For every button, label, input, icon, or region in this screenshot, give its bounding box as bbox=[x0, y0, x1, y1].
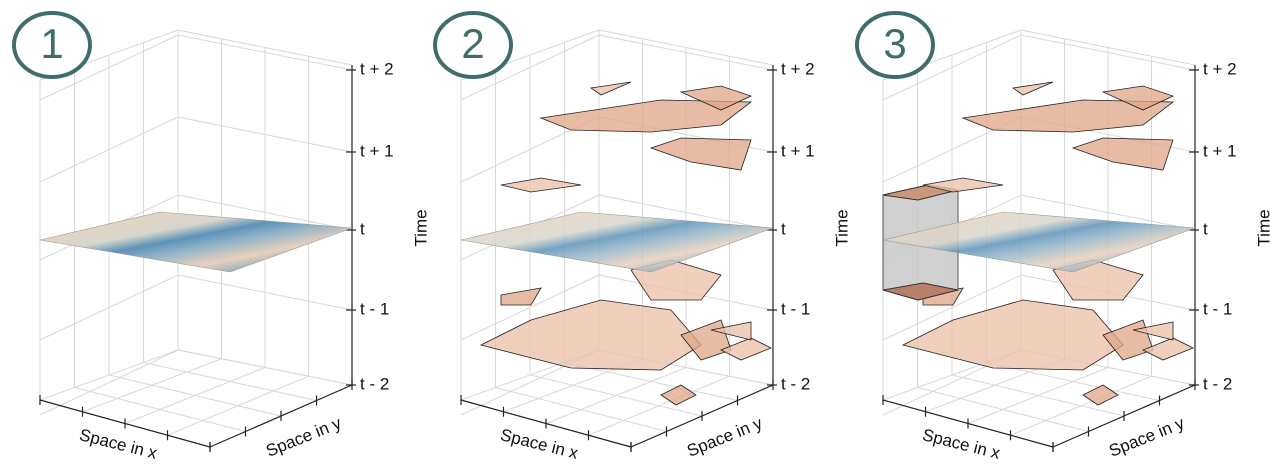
z-axis-label: Time bbox=[1254, 209, 1270, 246]
x-axis-label: Space in x bbox=[77, 425, 159, 463]
time-tick-label: t - 1 bbox=[360, 299, 389, 318]
z-axis-label: Time bbox=[832, 209, 851, 246]
time-tick-label: t - 1 bbox=[781, 299, 810, 318]
time-tick-label: t bbox=[360, 219, 365, 238]
y-axis-label: Space in y bbox=[263, 413, 344, 461]
time-tick-label: t bbox=[1203, 219, 1208, 238]
panel: t + 2 t + 1 t t - 1 t - 2 Space in x Space in … bbox=[435, 13, 851, 463]
time-tick-label: t - 2 bbox=[1203, 374, 1232, 393]
polygon bbox=[501, 178, 581, 192]
y-axis-label: Space in y bbox=[1106, 413, 1187, 461]
panel-number: 3 bbox=[883, 20, 906, 67]
polygon bbox=[1013, 82, 1053, 95]
time-tick-label: t + 2 bbox=[1203, 59, 1237, 78]
time-tick-label: t bbox=[781, 219, 786, 238]
polygon bbox=[1103, 320, 1153, 360]
x-axis-label: Space in x bbox=[498, 425, 580, 463]
figure: t + 2 t + 1 t t - 1 t - 2 Space in x Space in … bbox=[0, 0, 1270, 472]
panel-number: 1 bbox=[40, 20, 63, 67]
panel: t + 2 t + 1 t t - 1 t - 2 Space in x Space in … bbox=[14, 13, 430, 463]
polygon bbox=[481, 300, 701, 370]
floor-grid bbox=[144, 363, 317, 401]
polygon bbox=[903, 300, 1123, 370]
floor-grid bbox=[168, 376, 309, 435]
time-tick-label: t + 2 bbox=[360, 59, 394, 78]
time-tick-label: t + 1 bbox=[360, 141, 394, 160]
polygon bbox=[651, 138, 751, 170]
polygon bbox=[1073, 138, 1173, 170]
time-tick-label: t - 2 bbox=[781, 374, 810, 393]
z-axis-label: Time bbox=[411, 209, 430, 246]
time-tick-label: t + 1 bbox=[781, 141, 815, 160]
time-tick-label: t - 2 bbox=[360, 374, 389, 393]
polygon bbox=[501, 288, 541, 305]
panel-number: 2 bbox=[461, 20, 484, 67]
panel: t + 2 t + 1 t t - 1 t - 2 Space in x Space in … bbox=[857, 13, 1270, 463]
floor-grid bbox=[1011, 376, 1152, 435]
polygon bbox=[681, 320, 731, 360]
time-tick-label: t + 1 bbox=[1203, 141, 1237, 160]
floor-grid bbox=[109, 375, 281, 416]
polygon bbox=[661, 385, 696, 405]
time-tick-label: t + 2 bbox=[781, 59, 815, 78]
y-axis-label: Space in y bbox=[684, 413, 765, 461]
time-tick-label: t - 1 bbox=[1203, 299, 1232, 318]
polygon bbox=[1083, 385, 1118, 405]
floor-grid bbox=[589, 376, 730, 435]
x-axis-label: Space in x bbox=[920, 425, 1002, 463]
polygon bbox=[591, 82, 631, 95]
